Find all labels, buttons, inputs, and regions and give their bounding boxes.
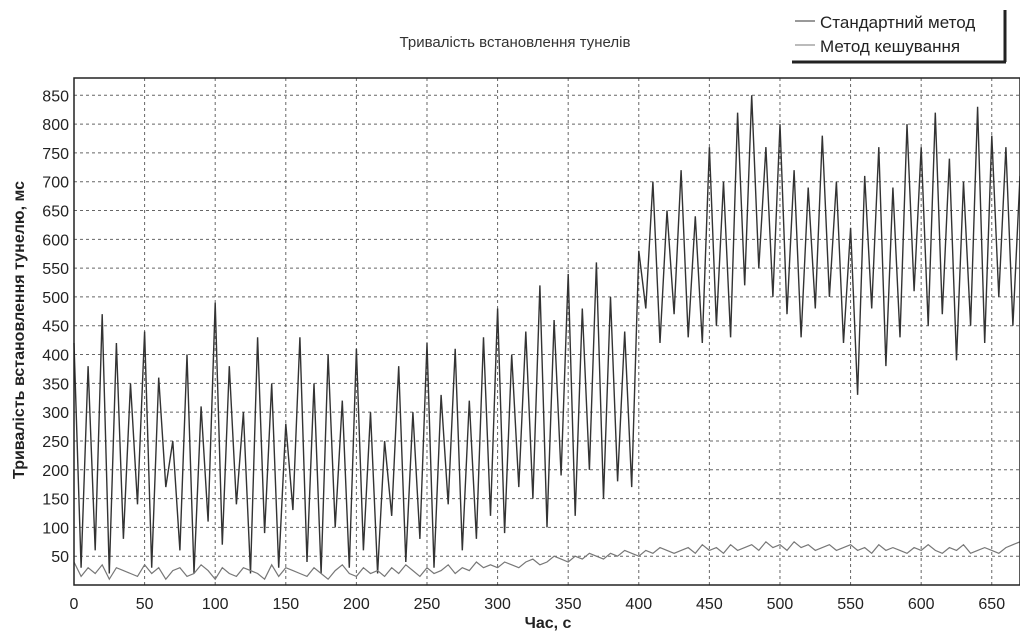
plot-frame: [73, 77, 1020, 586]
y-tick-label: 250: [42, 434, 69, 451]
x-tick-label: 100: [202, 596, 229, 613]
x-axis-label: Час, с: [525, 615, 572, 632]
y-tick-label: 150: [42, 492, 69, 509]
y-tick-label: 350: [42, 376, 69, 393]
y-tick-labels: 50 100 150 200 250 300 350 400 450 500 550 600 650 70…: [42, 88, 69, 566]
x-tick-label: 250: [414, 596, 441, 613]
x-tick-label: 650: [978, 596, 1005, 613]
y-tick-label: 800: [42, 117, 69, 134]
series-lines: [73, 95, 1020, 581]
y-tick-label: 700: [42, 175, 69, 192]
y-tick-label: 200: [42, 463, 69, 480]
y-tick-label: 100: [42, 520, 69, 537]
x-tick-label: 400: [625, 596, 652, 613]
series-line-standard: [73, 95, 1020, 574]
x-tick-label: 300: [484, 596, 511, 613]
series-line-caching: [73, 540, 1020, 581]
x-tick-labels: 0 50 100 150 200 250 300 350 400 450 500 550 600 650: [70, 596, 1006, 613]
y-tick-label: 400: [42, 348, 69, 365]
x-tick-label: 450: [696, 596, 723, 613]
x-tick-label: 500: [767, 596, 794, 613]
x-tick-label: 600: [908, 596, 935, 613]
legend-label-caching: Метод кешування: [820, 37, 960, 56]
y-axis-label: Тривалість встановлення тунелю, мс: [11, 181, 28, 479]
y-tick-label: 550: [42, 261, 69, 278]
y-tick-label: 50: [51, 549, 69, 566]
legend-box: [790, 8, 1004, 62]
y-tick-label: 750: [42, 146, 69, 163]
y-tick-label: 450: [42, 319, 69, 336]
x-tick-label: 0: [70, 596, 79, 613]
y-tick-label: 850: [42, 88, 69, 105]
x-tick-label: 550: [837, 596, 864, 613]
legend: Стандартний метод Метод кешування: [790, 8, 1007, 64]
y-tick-label: 600: [42, 232, 69, 249]
x-tick-label: 150: [272, 596, 299, 613]
y-tick-label: 650: [42, 204, 69, 221]
chart-title: Тривалість встановлення тунелів: [400, 34, 631, 51]
legend-label-standard: Стандартний метод: [820, 13, 975, 32]
x-tick-label: 350: [555, 596, 582, 613]
y-tick-label: 500: [42, 290, 69, 307]
x-tick-label: 200: [343, 596, 370, 613]
x-tick-label: 50: [136, 596, 154, 613]
y-tick-label: 300: [42, 405, 69, 422]
